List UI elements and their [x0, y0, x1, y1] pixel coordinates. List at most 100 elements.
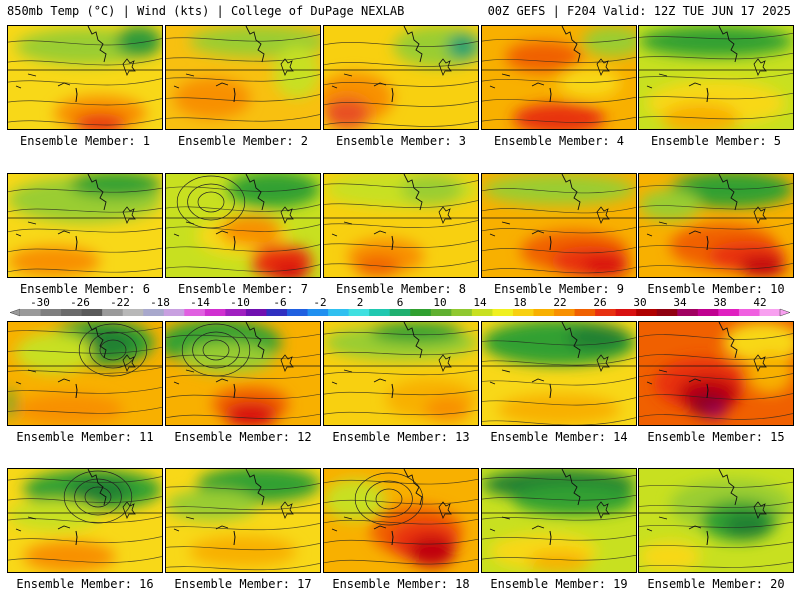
- ensemble-member-map: [7, 468, 163, 573]
- colorbar-swatch: [307, 309, 329, 316]
- colorbar-swatch: [40, 309, 62, 316]
- ensemble-member-label: Ensemble Member: 16: [16, 577, 154, 591]
- ensemble-member-map: [165, 321, 321, 426]
- colorbar-swatch: [102, 309, 124, 316]
- header-model-valid-time: 00Z GEFS | F204 Valid: 12Z TUE JUN 17 20…: [487, 4, 791, 18]
- ensemble-member-label: Ensemble Member: 15: [647, 430, 785, 444]
- temperature-field: [166, 322, 320, 425]
- ensemble-member-label: Ensemble Member: 19: [490, 577, 628, 591]
- ensemble-member-map: [323, 321, 479, 426]
- colorbar-tick-label: 10: [433, 296, 446, 309]
- colorbar-swatch: [61, 309, 83, 316]
- colorbar-swatch: [369, 309, 391, 316]
- colorbar-swatch: [20, 309, 42, 316]
- colorbar-tick-label: 30: [633, 296, 646, 309]
- colorbar-tick-label: 26: [593, 296, 606, 309]
- ensemble-member-map: [481, 321, 637, 426]
- ensemble-member-label: Ensemble Member: 6: [19, 282, 151, 296]
- colorbar-swatch: [656, 309, 678, 316]
- colorbar-swatch: [122, 309, 144, 316]
- colorbar-tick-label: -22: [110, 296, 130, 309]
- colorbar-tick-label: 6: [397, 296, 404, 309]
- ensemble-member-map: [638, 321, 794, 426]
- temperature-field: [482, 322, 636, 425]
- colorbar-tick-label: 34: [673, 296, 687, 309]
- colorbar-swatch: [163, 309, 185, 316]
- colorbar-swatch: [225, 309, 247, 316]
- colorbar-swatch: [759, 309, 781, 316]
- temperature-field: [166, 469, 320, 572]
- ensemble-member-map: [165, 468, 321, 573]
- ensemble-member-map: [481, 173, 637, 278]
- ensemble-member-label: Ensemble Member: 14: [490, 430, 628, 444]
- ensemble-member-map: [481, 25, 637, 130]
- colorbar-swatch: [410, 309, 432, 316]
- ensemble-member-label: Ensemble Member: 13: [332, 430, 470, 444]
- ensemble-member-map: [7, 321, 163, 426]
- colorbar-swatch: [266, 309, 288, 316]
- colorbar-swatch: [471, 309, 493, 316]
- colorbar-swatch: [574, 309, 596, 316]
- colorbar-swatch: [430, 309, 452, 316]
- ensemble-member-map: [165, 173, 321, 278]
- ensemble-member-label: Ensemble Member: 17: [174, 577, 312, 591]
- colorbar-tick-label: 2: [357, 296, 364, 309]
- temperature-field: [639, 469, 793, 572]
- temperature-field: [482, 174, 636, 277]
- ensemble-member-label: Ensemble Member: 3: [335, 134, 467, 148]
- temperature-field: [166, 174, 320, 277]
- colorbar-tick-label: -30: [30, 296, 50, 309]
- temperature-field: [166, 26, 320, 129]
- ensemble-member-label: Ensemble Member: 11: [16, 430, 154, 444]
- ensemble-member-map: [7, 173, 163, 278]
- colorbar-swatch: [492, 309, 514, 316]
- temperature-field: [8, 469, 162, 572]
- colorbar-tick-label: 14: [473, 296, 487, 309]
- colorbar-arrow-high: [779, 308, 791, 317]
- colorbar-swatch: [81, 309, 103, 316]
- header-title-left: 850mb Temp (°C) | Wind (kts) | College o…: [7, 4, 405, 18]
- ensemble-member-map: [638, 25, 794, 130]
- colorbar-tick-label: 18: [513, 296, 526, 309]
- ensemble-member-label: Ensemble Member: 1: [19, 134, 151, 148]
- colorbar-tick-label: -14: [190, 296, 210, 309]
- colorbar-tick-label: -26: [70, 296, 90, 309]
- ensemble-member-label: Ensemble Member: 12: [174, 430, 312, 444]
- ensemble-member-map: [638, 173, 794, 278]
- ensemble-member-map: [7, 25, 163, 130]
- colorbar-swatch: [328, 309, 350, 316]
- temperature-field: [324, 26, 478, 129]
- temperature-field: [8, 26, 162, 129]
- colorbar-swatch: [738, 309, 760, 316]
- colorbar-tick-label: -18: [150, 296, 170, 309]
- colorbar-swatch: [533, 309, 555, 316]
- colorbar-swatch: [184, 309, 206, 316]
- colorbar-tick-label: 42: [753, 296, 766, 309]
- ensemble-member-map: [481, 468, 637, 573]
- temperature-field: [639, 322, 793, 425]
- colorbar-tick-label: -6: [273, 296, 286, 309]
- ensemble-member-label: Ensemble Member: 10: [647, 282, 785, 296]
- colorbar-tick-label: -10: [230, 296, 250, 309]
- colorbar-arrow-low: [9, 308, 21, 317]
- colorbar-swatch: [512, 309, 535, 316]
- colorbar-tick-label: 22: [553, 296, 566, 309]
- colorbar-swatch: [451, 309, 473, 316]
- colorbar-tick-label: -2: [313, 296, 326, 309]
- ensemble-member-label: Ensemble Member: 9: [493, 282, 625, 296]
- temperature-colorbar: -30 -26 -22 -18 -14 -10 -6 -2 2 6 10 14 18 22 26 30 34 38…: [9, 296, 791, 317]
- temperature-field: [482, 469, 636, 572]
- temperature-field: [324, 322, 478, 425]
- colorbar-swatch: [677, 309, 699, 316]
- colorbar-swatch: [718, 309, 740, 316]
- temperature-field: [8, 322, 162, 425]
- ensemble-member-map: [165, 25, 321, 130]
- ensemble-member-map: [323, 468, 479, 573]
- colorbar-swatch: [348, 309, 370, 316]
- temperature-field: [324, 174, 478, 277]
- ensemble-member-label: Ensemble Member: 8: [335, 282, 467, 296]
- colorbar-swatch: [287, 309, 309, 316]
- ensemble-member-label: Ensemble Member: 18: [332, 577, 470, 591]
- colorbar-swatch: [143, 309, 165, 316]
- temperature-field: [324, 469, 478, 572]
